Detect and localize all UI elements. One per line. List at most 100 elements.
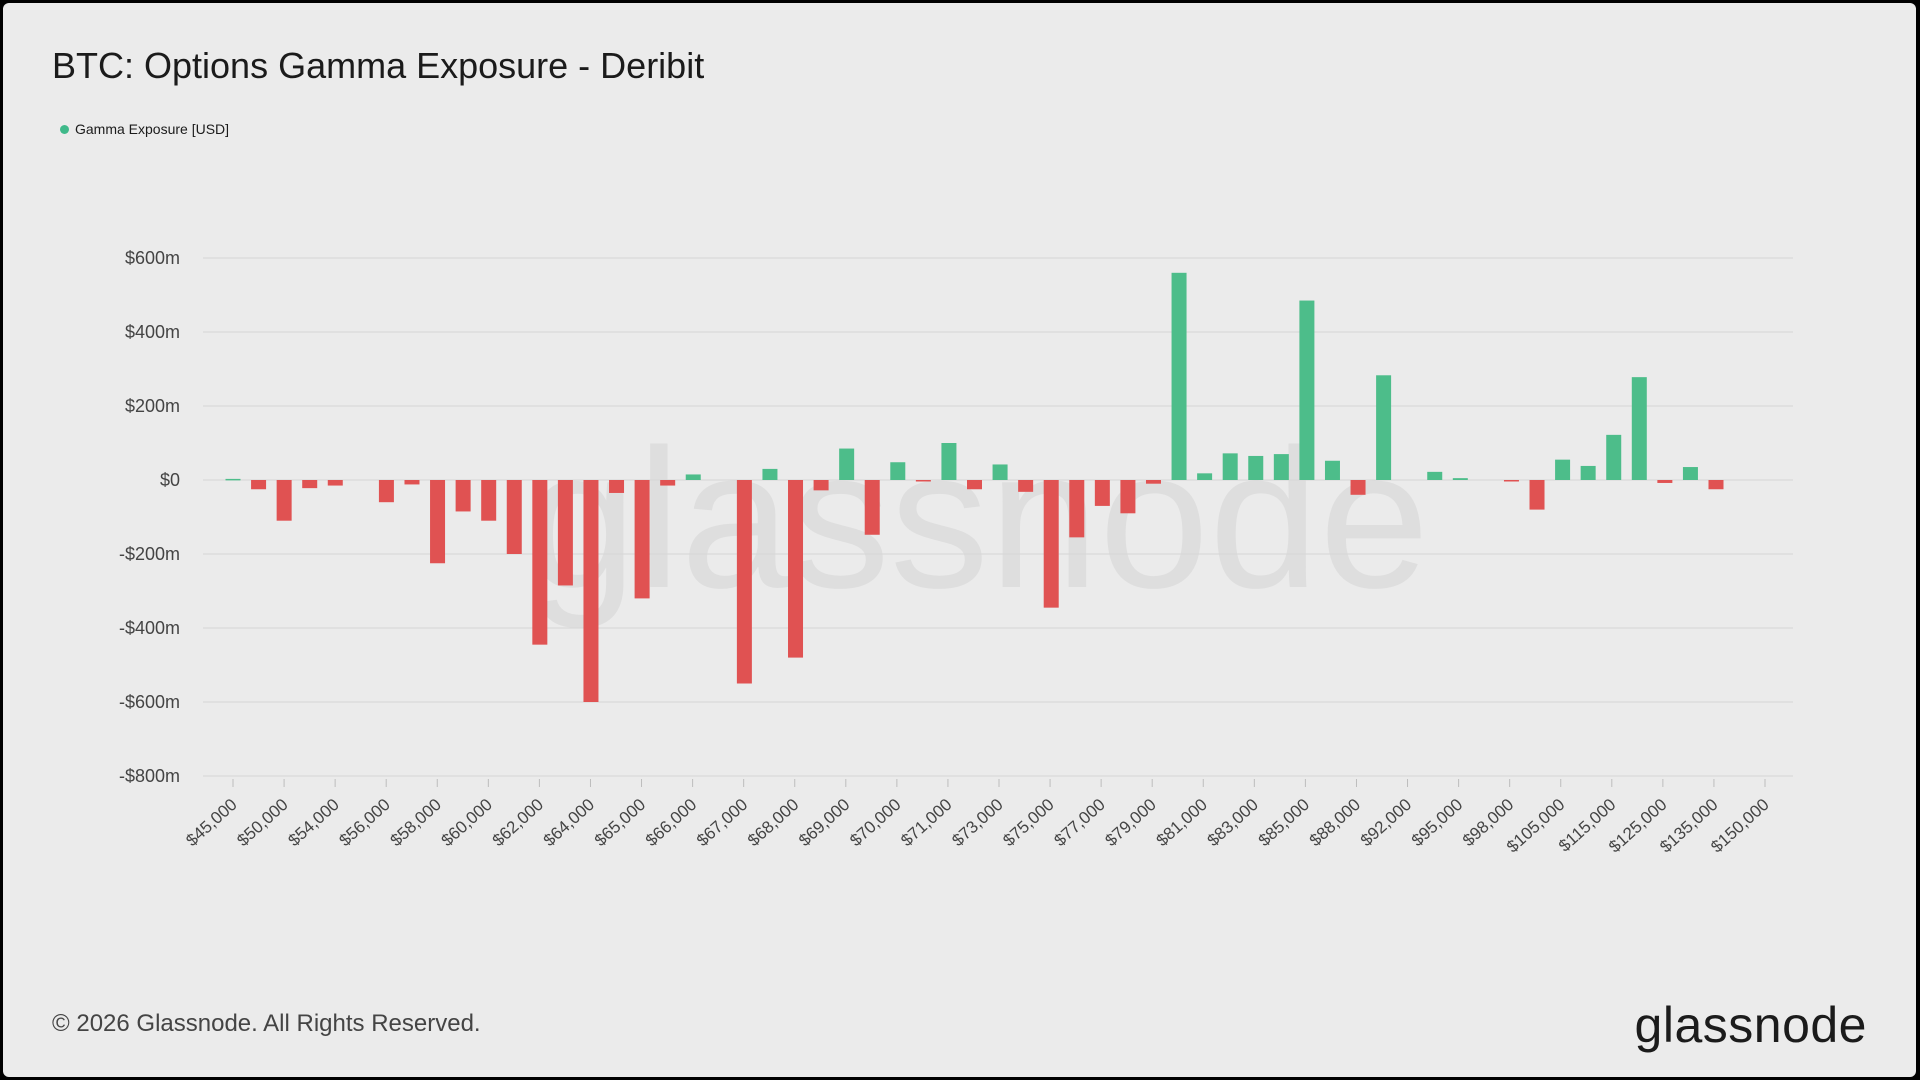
bar[interactable]: [1427, 471, 1443, 480]
bar[interactable]: [532, 480, 548, 645]
bar[interactable]: [1222, 453, 1238, 480]
y-axis: $600m $400m $200m $0 -$200m -$400m -$600m -$800…: [119, 248, 180, 786]
bar[interactable]: [1171, 272, 1187, 480]
x-tick-label: $71,000: [897, 795, 955, 850]
x-tick-label: $79,000: [1101, 795, 1159, 850]
y-tick-label: -$800m: [119, 766, 180, 786]
bar[interactable]: [481, 480, 497, 521]
chart-title: BTC: Options Gamma Exposure - Deribit: [52, 45, 705, 86]
bar[interactable]: [864, 480, 880, 535]
bar[interactable]: [1503, 480, 1519, 482]
bar[interactable]: [788, 480, 804, 658]
bar[interactable]: [251, 480, 267, 490]
bar[interactable]: [1299, 300, 1315, 480]
y-tick-label: -$400m: [119, 618, 180, 638]
bar[interactable]: [557, 480, 573, 586]
bar[interactable]: [1682, 467, 1698, 480]
chart-card: BTC: Options Gamma Exposure - Deribit Ga…: [3, 3, 1916, 1077]
bar[interactable]: [634, 480, 650, 599]
bar[interactable]: [1555, 459, 1571, 480]
bar[interactable]: [1580, 465, 1596, 480]
bar[interactable]: [506, 480, 522, 554]
legend[interactable]: Gamma Exposure [USD]: [60, 121, 229, 137]
y-tick-label: -$200m: [119, 544, 180, 564]
bar[interactable]: [1529, 480, 1545, 510]
bar[interactable]: [455, 480, 471, 512]
y-tick-label: $200m: [125, 396, 180, 416]
bar[interactable]: [915, 480, 931, 482]
bar[interactable]: [762, 468, 778, 480]
x-tick-label: $60,000: [438, 795, 496, 850]
x-tick-label: $56,000: [335, 795, 393, 850]
bar[interactable]: [685, 474, 701, 480]
x-tick-label: $75,000: [999, 795, 1057, 850]
bar[interactable]: [430, 480, 446, 564]
x-tick-label: $77,000: [1050, 795, 1108, 850]
x-tick-label: $88,000: [1306, 795, 1364, 850]
x-tick-label: $54,000: [284, 795, 342, 850]
y-tick-label: $0: [160, 470, 180, 490]
bar[interactable]: [890, 462, 906, 480]
legend-label: Gamma Exposure [USD]: [75, 121, 230, 137]
gamma-exposure-chart: glassnode $600m $400m $200m $0 -$200m -$400m -…: [119, 248, 1793, 856]
bar[interactable]: [1350, 480, 1366, 495]
x-tick-label: $83,000: [1204, 795, 1262, 850]
bar[interactable]: [327, 480, 343, 486]
bar[interactable]: [1069, 480, 1085, 538]
y-tick-label: -$600m: [119, 692, 180, 712]
y-tick-label: $600m: [125, 248, 180, 268]
x-tick-label: $62,000: [489, 795, 547, 850]
bar[interactable]: [1248, 455, 1264, 480]
bar[interactable]: [941, 443, 957, 480]
bar[interactable]: [660, 480, 676, 486]
legend-swatch: [60, 124, 69, 134]
bar[interactable]: [736, 480, 752, 684]
bar[interactable]: [1376, 375, 1392, 480]
bar[interactable]: [1145, 480, 1161, 484]
bar[interactable]: [1708, 480, 1724, 490]
bar[interactable]: [1094, 480, 1110, 506]
x-tick-label: $64,000: [540, 795, 598, 850]
bar[interactable]: [1197, 473, 1213, 480]
x-tick-label: $68,000: [744, 795, 802, 850]
x-tick-label: $73,000: [948, 795, 1006, 850]
x-tick-label: $45,000: [182, 795, 240, 850]
watermark: glassnode: [527, 408, 1430, 629]
bar[interactable]: [813, 480, 829, 491]
x-tick-label: $58,000: [387, 795, 445, 850]
bar[interactable]: [992, 464, 1008, 480]
bar[interactable]: [404, 480, 420, 485]
bar[interactable]: [1631, 377, 1647, 480]
bar[interactable]: [839, 448, 855, 480]
x-tick-label: $95,000: [1408, 795, 1466, 850]
y-tick-label: $400m: [125, 322, 180, 342]
bar[interactable]: [583, 480, 599, 702]
bar[interactable]: [967, 480, 982, 490]
bar[interactable]: [225, 478, 241, 481]
bar[interactable]: [276, 480, 292, 521]
x-tick-label: $69,000: [795, 795, 853, 850]
bar[interactable]: [1324, 460, 1340, 480]
x-tick-label: $50,000: [233, 795, 291, 850]
bar[interactable]: [609, 480, 625, 493]
bar[interactable]: [1120, 480, 1136, 514]
bar[interactable]: [1273, 454, 1289, 480]
bar[interactable]: [302, 480, 318, 489]
glassnode-logo[interactable]: glassnode: [1634, 997, 1867, 1053]
bar[interactable]: [378, 480, 394, 503]
x-tick-label: $85,000: [1255, 795, 1313, 850]
x-tick-label: $66,000: [642, 795, 700, 850]
bar[interactable]: [1043, 480, 1059, 608]
bar[interactable]: [1606, 434, 1622, 480]
x-tick-label: $70,000: [846, 795, 904, 850]
x-tick-label: $81,000: [1153, 795, 1211, 850]
bar[interactable]: [1452, 478, 1468, 480]
x-tick-label: $65,000: [591, 795, 649, 850]
x-tick-label: $67,000: [693, 795, 751, 850]
bar[interactable]: [1657, 480, 1673, 483]
bar[interactable]: [1018, 480, 1034, 492]
bars: [225, 272, 1724, 702]
x-tick-label: $92,000: [1357, 795, 1415, 850]
copyright-notice: © 2026 Glassnode. All Rights Reserved.: [52, 1010, 481, 1037]
x-axis: $45,000$50,000$54,000$56,000$58,000$60,0…: [182, 779, 1773, 856]
